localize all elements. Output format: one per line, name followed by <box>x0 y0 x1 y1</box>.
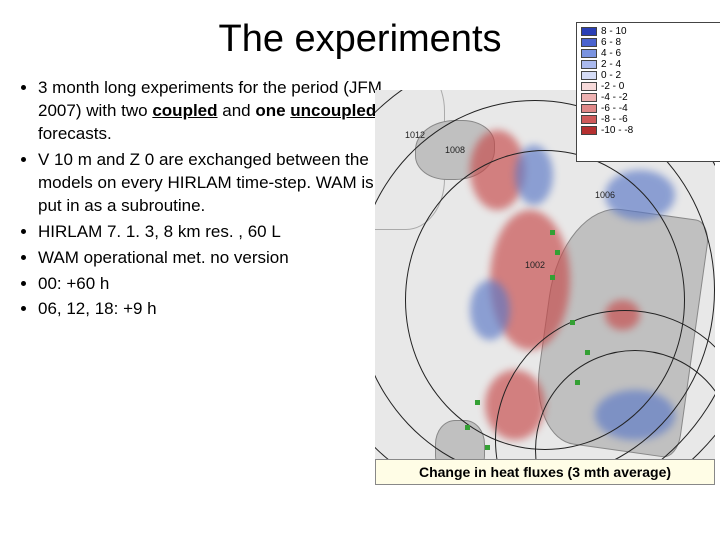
color-legend: 8 - 106 - 84 - 62 - 40 - 2-2 - 0-4 - -2-… <box>576 22 720 162</box>
legend-label: 2 - 4 <box>601 59 621 70</box>
legend-label: 6 - 8 <box>601 37 621 48</box>
legend-label: 0 - 2 <box>601 70 621 81</box>
legend-row: 0 - 2 <box>581 70 720 81</box>
signif-marker <box>575 380 580 385</box>
legend-label: -6 - -4 <box>601 103 628 114</box>
legend-swatch <box>581 126 597 135</box>
figure-container: 8 - 106 - 84 - 62 - 40 - 2-2 - 0-4 - -2-… <box>375 90 720 485</box>
legend-label: 4 - 6 <box>601 48 621 59</box>
legend-swatch <box>581 27 597 36</box>
signif-marker <box>555 250 560 255</box>
signif-marker <box>475 400 480 405</box>
figure-caption: Change in heat fluxes (3 mth average) <box>375 459 715 485</box>
legend-swatch <box>581 115 597 124</box>
legend-row: -6 - -4 <box>581 103 720 114</box>
legend-row: 4 - 6 <box>581 48 720 59</box>
legend-row: -10 - -8 <box>581 125 720 136</box>
legend-row: 2 - 4 <box>581 59 720 70</box>
legend-row: -8 - -6 <box>581 114 720 125</box>
legend-label: -8 - -6 <box>601 114 628 125</box>
signif-marker <box>550 275 555 280</box>
isobar-label: 1002 <box>525 260 545 270</box>
signif-marker <box>465 425 470 430</box>
legend-label: 8 - 10 <box>601 26 627 37</box>
bullet-item: 00: +60 h <box>38 273 394 296</box>
signif-marker <box>550 230 555 235</box>
signif-marker <box>585 350 590 355</box>
legend-row: 6 - 8 <box>581 37 720 48</box>
legend-swatch <box>581 82 597 91</box>
bullet-item: 06, 12, 18: +9 h <box>38 298 394 321</box>
legend-swatch <box>581 71 597 80</box>
legend-swatch <box>581 49 597 58</box>
signif-marker <box>485 445 490 450</box>
legend-label: -2 - 0 <box>601 81 624 92</box>
legend-row: 8 - 10 <box>581 26 720 37</box>
legend-swatch <box>581 93 597 102</box>
legend-row: -2 - 0 <box>581 81 720 92</box>
legend-swatch <box>581 104 597 113</box>
legend-row: -4 - -2 <box>581 92 720 103</box>
bullet-item: V 10 m and Z 0 are exchanged between the… <box>38 149 394 218</box>
bullet-item: WAM operational met. no version <box>38 247 394 270</box>
legend-label: -10 - -8 <box>601 125 633 136</box>
bullet-item: HIRLAM 7. 1. 3, 8 km res. , 60 L <box>38 221 394 244</box>
bullet-item: 3 month long experiments for the period … <box>38 77 394 146</box>
legend-label: -4 - -2 <box>601 92 628 103</box>
signif-marker <box>570 320 575 325</box>
bullet-list: 3 month long experiments for the period … <box>24 77 394 324</box>
legend-swatch <box>581 60 597 69</box>
legend-swatch <box>581 38 597 47</box>
